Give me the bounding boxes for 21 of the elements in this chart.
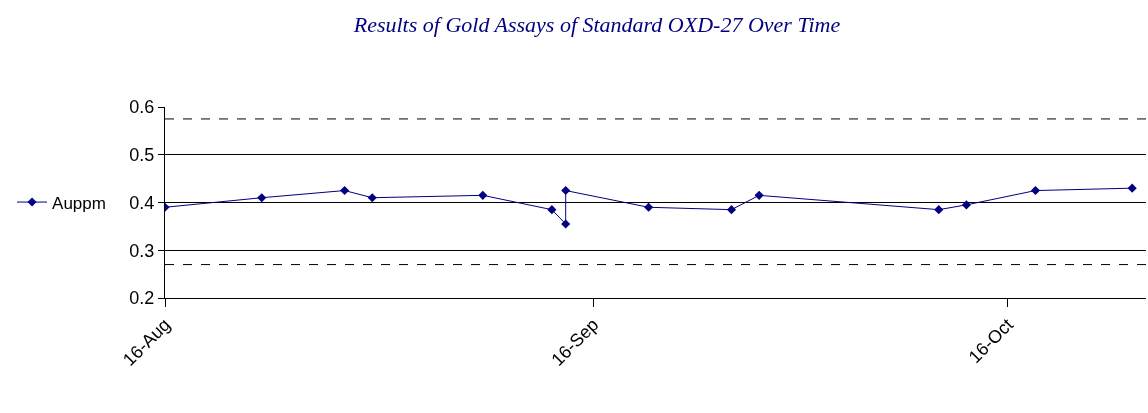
- y-tick-label: 0.2: [129, 288, 155, 309]
- chart-title: Results of Gold Assays of Standard OXD-27 Over Time: [352, 11, 841, 37]
- point: [726, 205, 737, 215]
- y-tick-label: 0.3: [129, 240, 155, 261]
- point: [1127, 183, 1137, 193]
- point: [367, 193, 377, 203]
- point: [478, 190, 488, 200]
- y-tick-label: 0.4: [129, 192, 155, 213]
- point: [1030, 186, 1041, 196]
- point: [257, 193, 267, 203]
- point: [547, 205, 557, 215]
- point: [561, 186, 571, 196]
- y-tick-label: 0.5: [129, 145, 155, 166]
- y-tick-label: 0.6: [129, 97, 155, 118]
- point: [961, 200, 971, 210]
- point: [644, 202, 654, 212]
- legend-label: Auppm: [52, 193, 106, 213]
- point: [754, 190, 764, 200]
- point: [934, 205, 944, 215]
- point: [340, 186, 350, 196]
- point: [561, 219, 571, 229]
